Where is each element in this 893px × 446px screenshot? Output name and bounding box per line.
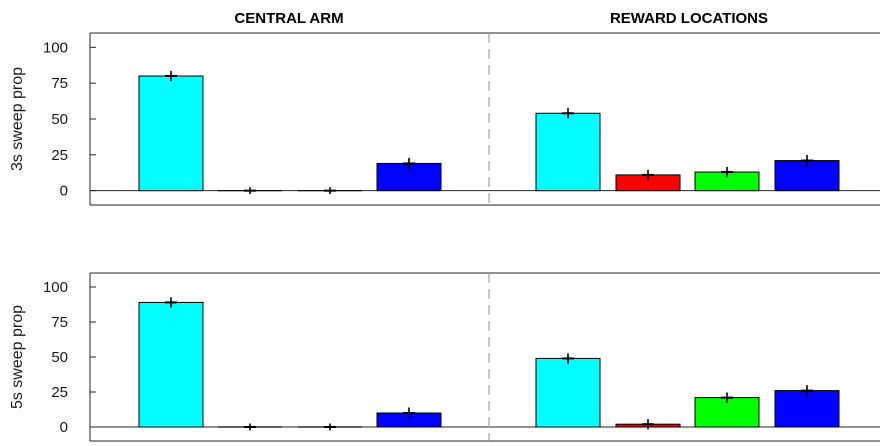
section-title-central-arm: CENTRAL ARM <box>234 10 343 27</box>
y-tick-label: 75 <box>51 314 68 331</box>
panel-1: 0 25 50 75 100 3s sweep prop <box>9 32 880 206</box>
section-title-reward-locations: REWARD LOCATIONS <box>610 10 768 27</box>
bar-reward-locations-1 <box>535 112 601 192</box>
y-tick-label: 0 <box>60 183 68 200</box>
y-axis-label: 5s sweep prop <box>9 305 26 409</box>
bar-reward-locations-4 <box>774 390 840 428</box>
y-tick-label: 75 <box>51 75 68 92</box>
y-tick-label: 50 <box>51 111 68 128</box>
y-tick-label: 0 <box>60 419 68 436</box>
bar-reward-locations-1 <box>535 357 601 428</box>
panel-2: 0 25 50 75 100 5s sweep prop <box>9 272 880 442</box>
bar-central-arm-1 <box>138 301 204 428</box>
y-tick-label: 25 <box>51 147 68 164</box>
y-tick-label: 100 <box>43 39 68 56</box>
y-tick-label: 100 <box>43 279 68 296</box>
bar-central-arm-1 <box>138 75 204 192</box>
y-axis-label: 3s sweep prop <box>9 67 26 171</box>
chart-panels: 0 25 50 75 100 3s sweep prop 0 25 50 75 100 5s swee… <box>9 32 880 442</box>
y-tick-label: 50 <box>51 349 68 366</box>
y-tick-label: 25 <box>51 384 68 401</box>
bar-central-arm-4 <box>376 162 442 192</box>
